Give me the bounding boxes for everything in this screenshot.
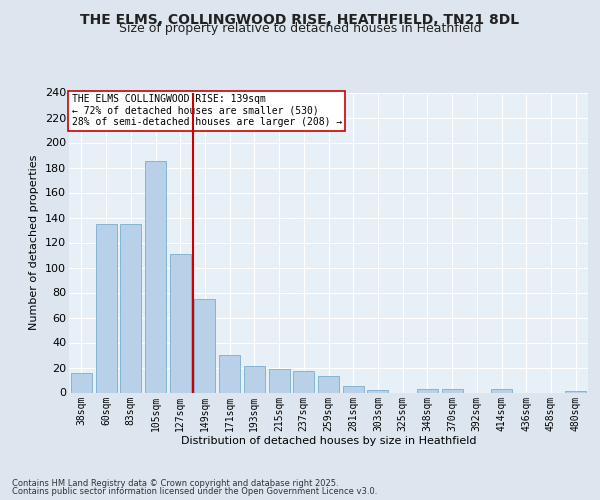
Text: Size of property relative to detached houses in Heathfield: Size of property relative to detached ho… — [119, 22, 481, 35]
Bar — [219, 355, 240, 393]
Bar — [145, 161, 166, 392]
Text: Contains HM Land Registry data © Crown copyright and database right 2025.: Contains HM Land Registry data © Crown c… — [12, 478, 338, 488]
Text: THE ELMS COLLINGWOOD RISE: 139sqm
← 72% of detached houses are smaller (530)
28%: THE ELMS COLLINGWOOD RISE: 139sqm ← 72% … — [71, 94, 342, 127]
Bar — [244, 366, 265, 392]
Bar — [318, 376, 339, 392]
Bar — [71, 372, 92, 392]
Text: Contains public sector information licensed under the Open Government Licence v3: Contains public sector information licen… — [12, 487, 377, 496]
Bar — [417, 389, 438, 392]
Bar — [565, 391, 586, 392]
Y-axis label: Number of detached properties: Number of detached properties — [29, 155, 40, 330]
Bar — [343, 386, 364, 392]
Bar — [120, 224, 141, 392]
Bar — [293, 371, 314, 392]
Bar — [194, 298, 215, 392]
Bar — [170, 254, 191, 392]
Bar — [269, 369, 290, 392]
Text: THE ELMS, COLLINGWOOD RISE, HEATHFIELD, TN21 8DL: THE ELMS, COLLINGWOOD RISE, HEATHFIELD, … — [80, 12, 520, 26]
Bar — [442, 389, 463, 392]
Bar — [491, 389, 512, 392]
Bar — [367, 390, 388, 392]
Bar — [95, 224, 116, 392]
X-axis label: Distribution of detached houses by size in Heathfield: Distribution of detached houses by size … — [181, 436, 476, 446]
